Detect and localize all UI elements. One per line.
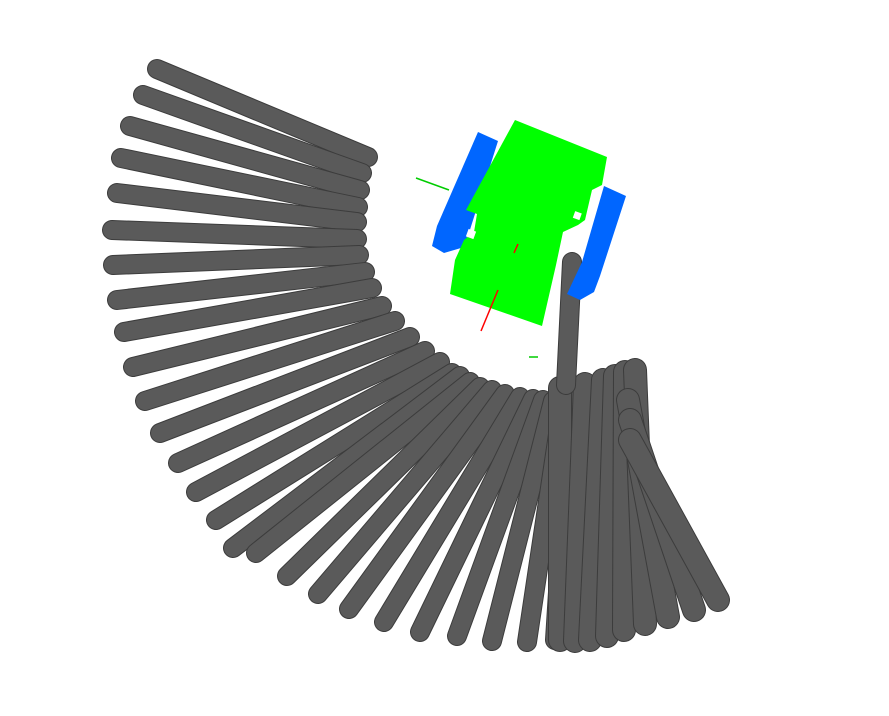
axis-x-icon <box>480 289 499 332</box>
rod-fan <box>102 59 580 652</box>
rod <box>104 246 368 274</box>
right-wheel <box>567 186 626 300</box>
rod <box>207 364 461 529</box>
rod <box>483 392 562 650</box>
rod <box>375 388 529 631</box>
rod <box>579 369 614 651</box>
rod <box>340 385 514 618</box>
rod <box>136 312 404 410</box>
axis-x-tick-icon <box>513 243 519 254</box>
body-notch <box>572 211 582 221</box>
rod <box>411 390 542 641</box>
rod <box>448 391 552 645</box>
rod <box>309 381 501 603</box>
rod <box>169 342 434 472</box>
left-wheel <box>432 132 498 253</box>
rod <box>103 221 366 248</box>
rod <box>151 328 419 442</box>
rod <box>108 263 374 309</box>
robot[interactable] <box>432 120 626 326</box>
rod <box>115 279 381 341</box>
body-notch <box>465 228 477 240</box>
rod <box>619 429 729 611</box>
right-rod-cluster <box>548 252 730 653</box>
rod <box>247 373 479 562</box>
robot-body <box>450 120 607 326</box>
rod <box>134 86 371 182</box>
rod <box>557 253 581 394</box>
rod <box>121 117 369 199</box>
rod <box>124 297 391 376</box>
rod <box>278 378 489 585</box>
rod <box>108 184 366 231</box>
rod <box>187 353 449 501</box>
rod <box>224 367 469 557</box>
rod <box>564 373 596 652</box>
rod <box>112 149 367 216</box>
rod <box>148 60 377 166</box>
axis-y-icon <box>415 177 450 191</box>
